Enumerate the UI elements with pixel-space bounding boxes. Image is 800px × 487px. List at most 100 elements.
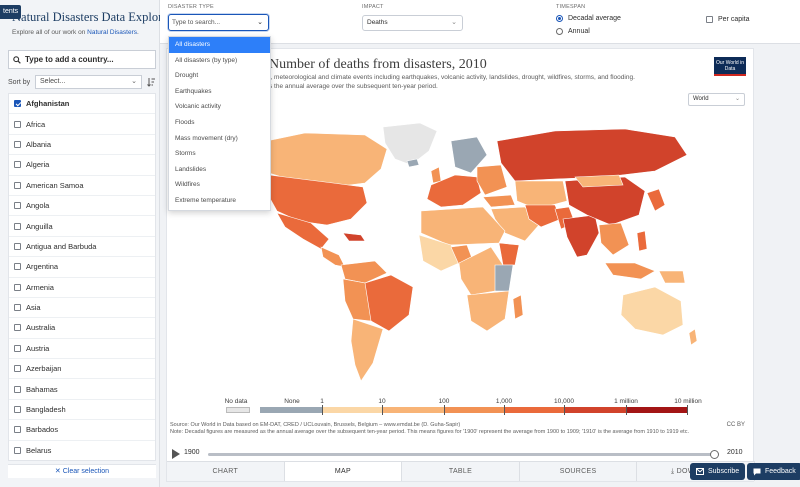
disaster-type-option[interactable]: Volcanic activity	[175, 103, 221, 111]
checkbox-icon[interactable]	[14, 222, 21, 230]
country-row[interactable]: Australia	[9, 318, 155, 339]
map-region-mongolia	[574, 174, 624, 188]
country-row[interactable]: American Samoa	[9, 176, 155, 196]
clear-selection-button[interactable]: ✕ Clear selection	[8, 464, 156, 478]
tab-chart[interactable]: CHART	[167, 462, 285, 481]
sort-order-icon[interactable]	[147, 77, 155, 87]
country-row[interactable]: Asia	[9, 298, 155, 319]
country-name: Armenia	[26, 282, 54, 292]
country-row[interactable]: Angola	[9, 196, 155, 217]
impact-select[interactable]: Deaths ⌄	[362, 15, 463, 31]
map-region-papua	[658, 270, 686, 284]
checkbox-checked-icon[interactable]	[14, 100, 21, 108]
country-name: Anguilla	[26, 221, 53, 231]
map-region-middle-east	[490, 206, 540, 242]
region-select[interactable]: World ⌄	[688, 93, 745, 106]
sort-select[interactable]: Select... ⌄	[35, 75, 142, 89]
map-region-brazil	[362, 274, 414, 332]
legend-label: 1	[320, 398, 324, 405]
disaster-type-option[interactable]: Extreme temperature	[175, 196, 237, 204]
timespan-label: TIMESPAN	[556, 4, 586, 10]
tab-label: TABLE	[448, 468, 473, 475]
contents-button[interactable]: tents	[0, 5, 22, 19]
country-row[interactable]: Argentina	[9, 257, 155, 278]
country-name: Bahamas	[26, 384, 58, 394]
timeline-handle[interactable]	[710, 450, 719, 459]
tab-table[interactable]: TABLE	[402, 462, 520, 481]
checkbox-icon[interactable]	[14, 161, 21, 169]
timeline-end-year: 2010	[727, 449, 743, 456]
map-region-turkey	[482, 194, 516, 208]
chevron-down-icon: ⌄	[131, 78, 137, 85]
country-row[interactable]: Afghanistan	[9, 94, 155, 115]
checkbox-icon[interactable]	[14, 263, 21, 271]
checkbox-icon[interactable]	[14, 181, 21, 189]
checkbox-icon[interactable]	[14, 304, 21, 312]
checkbox-icon[interactable]	[14, 365, 21, 373]
app-subtitle: Explore all of our work on Natural Disas…	[12, 29, 139, 36]
timespan-decadal-radio[interactable]: Decadal average	[556, 15, 621, 22]
country-row[interactable]: Bangladesh	[9, 400, 155, 421]
country-row[interactable]: Belarus	[9, 441, 155, 460]
feedback-button[interactable]: Feedback	[747, 463, 800, 480]
map-region-new-zealand	[688, 328, 698, 346]
country-row[interactable]: Africa	[9, 114, 155, 135]
disaster-type-option[interactable]: Mass movement (dry)	[175, 134, 238, 142]
timespan-annual-radio[interactable]: Annual	[556, 28, 590, 35]
checkbox-icon[interactable]	[14, 344, 21, 352]
play-icon[interactable]	[172, 449, 180, 459]
disaster-type-option[interactable]: All disasters (by type)	[175, 56, 238, 64]
app-title: Natural Disasters Data Explorer	[12, 10, 173, 24]
country-row[interactable]: Austria	[9, 339, 155, 360]
legend-tick	[382, 405, 383, 415]
source-text[interactable]: Source: Our World in Data based on EM-DA…	[170, 422, 461, 428]
subscribe-button[interactable]: Subscribe	[690, 463, 746, 480]
disaster-type-search-input[interactable]: Type to search... ⌄	[168, 14, 269, 31]
disaster-type-option[interactable]: All disasters	[169, 37, 270, 53]
map-region-madagascar	[512, 294, 524, 320]
tab-sources[interactable]: SOURCES	[519, 462, 638, 481]
disaster-type-option[interactable]: Floods	[175, 118, 195, 126]
checkbox-icon[interactable]	[14, 406, 21, 414]
checkbox-icon[interactable]	[14, 426, 21, 434]
disaster-type-option[interactable]: Wildfires	[175, 181, 200, 189]
country-row[interactable]: Barbados	[9, 420, 155, 441]
tab-map[interactable]: MAP	[284, 462, 403, 481]
disaster-type-option[interactable]: Landslides	[175, 165, 207, 173]
country-search-input[interactable]: Type to add a country...	[8, 50, 156, 69]
license-label[interactable]: CC BY	[726, 422, 745, 428]
country-row[interactable]: Anguilla	[9, 216, 155, 237]
map-region-eastern-europe	[476, 164, 508, 196]
country-row[interactable]: Armenia	[9, 278, 155, 298]
disaster-type-option[interactable]: Earthquakes	[175, 87, 212, 95]
country-row[interactable]: Antigua and Barbuda	[9, 237, 155, 258]
checkbox-icon[interactable]	[14, 140, 21, 148]
checkbox-icon[interactable]	[14, 202, 21, 210]
country-row[interactable]: Azerbaijan	[9, 359, 155, 380]
disaster-type-option[interactable]: Storms	[175, 150, 196, 158]
legend-swatch	[626, 407, 688, 413]
timeline-slider[interactable]	[208, 450, 719, 459]
disaster-type-option[interactable]: Drought	[175, 72, 199, 80]
map-region-greenland	[382, 122, 438, 166]
chevron-down-icon: ⌄	[734, 96, 740, 102]
per-capita-checkbox[interactable]: Per capita	[706, 16, 750, 23]
checkbox-icon[interactable]	[14, 283, 21, 291]
country-row[interactable]: Bahamas	[9, 379, 155, 400]
world-map[interactable]	[215, 115, 705, 393]
map-region-peru-bolivia	[342, 278, 372, 322]
chart-title: Number of deaths from disasters, 2010	[269, 57, 487, 72]
natural-disasters-link[interactable]: Natural Disasters	[87, 29, 138, 36]
map-region-korea-japan	[646, 188, 666, 212]
checkbox-icon[interactable]	[14, 324, 21, 332]
checkbox-icon[interactable]	[14, 385, 21, 393]
checkbox-icon[interactable]	[14, 242, 21, 250]
country-row[interactable]: Algeria	[9, 155, 155, 176]
country-name: Asia	[26, 303, 41, 313]
checkbox-icon[interactable]	[14, 120, 21, 128]
checkbox-icon[interactable]	[14, 446, 21, 454]
country-row[interactable]: Albania	[9, 135, 155, 156]
owid-logo[interactable]: Our World in Data	[714, 57, 746, 76]
country-list: Afghanistan Africa Albania Algeria American …	[8, 93, 156, 461]
